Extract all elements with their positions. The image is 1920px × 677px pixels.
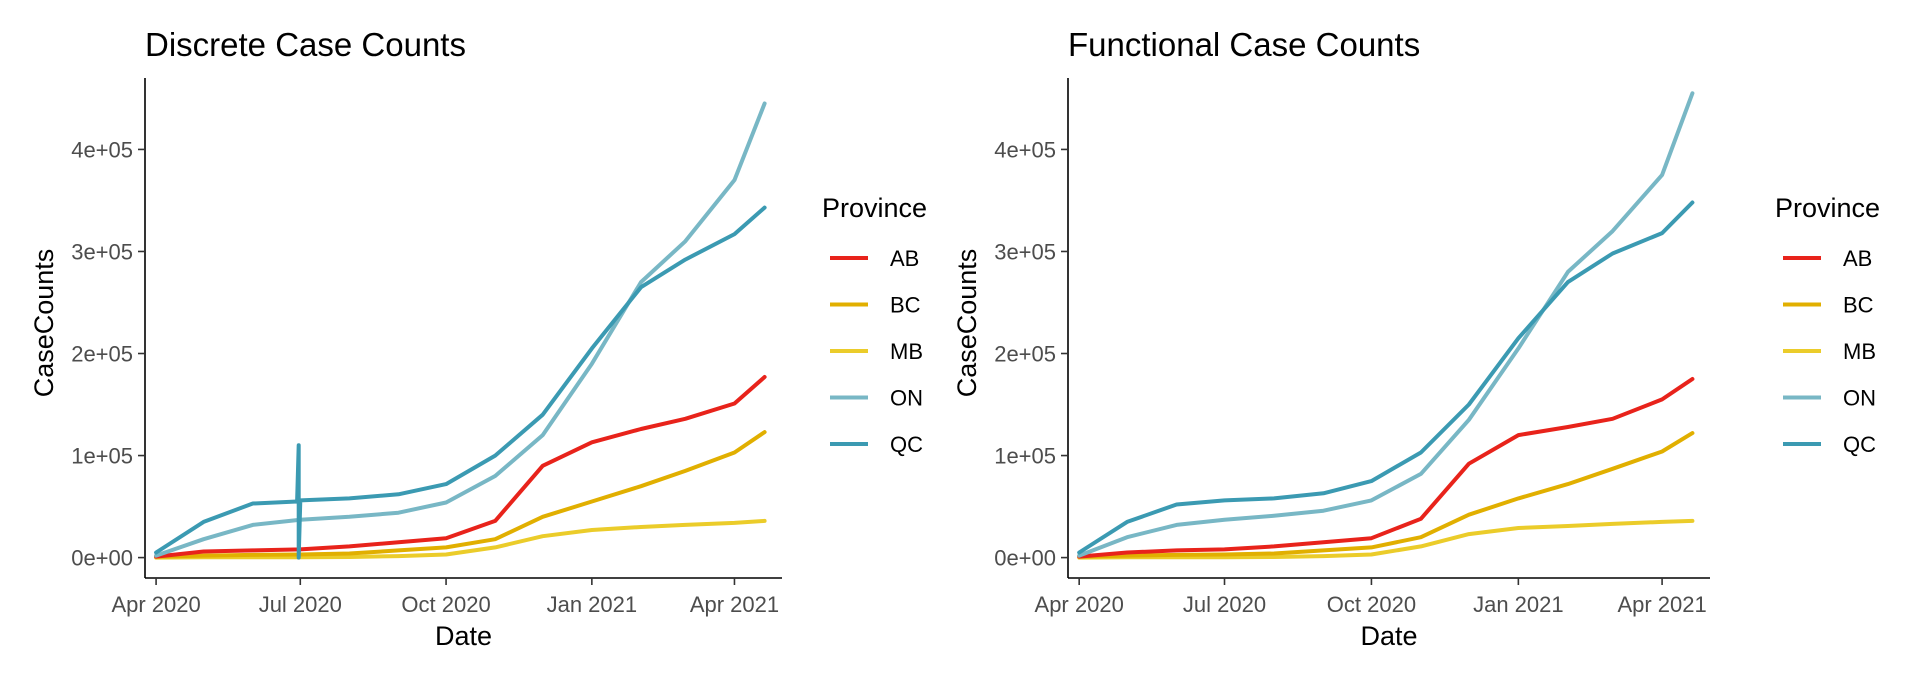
chart-2-y-tick-label: 4e+05: [994, 137, 1056, 162]
chart-2-legend-label-bc: BC: [1843, 293, 1874, 318]
chart-1-legend-label-qc: QC: [890, 432, 923, 457]
chart-2-series-mb-line: [1077, 518, 1695, 560]
chart-1-y-tick-label: 1e+05: [71, 444, 133, 469]
chart-1-legend-label-mb: MB: [890, 339, 923, 364]
chart-2-x-tick-label: Jan 2021: [1473, 592, 1564, 617]
chart-2-x-tick-label: Apr 2021: [1617, 592, 1706, 617]
chart-1-x-tick-label: Oct 2020: [401, 592, 490, 617]
chart-1-x-tick-label: Apr 2021: [690, 592, 779, 617]
chart-2-legend-label-on: ON: [1843, 386, 1876, 411]
chart-2: Functional Case Counts 0e+00 1e+05 2e+05 3e+…: [952, 26, 1880, 651]
chart-1-legend-label-on: ON: [890, 386, 923, 411]
chart-1-series-qc-line: [154, 205, 767, 560]
chart-2-x-tick-label: Apr 2020: [1035, 592, 1124, 617]
chart-1-series-on-line: [154, 101, 767, 558]
chart-1-x-tick-label: Apr 2020: [111, 592, 200, 617]
chart-1-x-tick-label: Jan 2021: [547, 592, 638, 617]
chart-2-series-bc-line: [1077, 431, 1695, 559]
chart-2-series-qc-line: [1077, 200, 1695, 555]
chart-1-x-tick-label: Jul 2020: [259, 592, 342, 617]
chart-1-y-tick-label: 3e+05: [71, 239, 133, 264]
chart-2-x-axis-title: Date: [1360, 621, 1417, 651]
chart-2-legend-label-mb: MB: [1843, 339, 1876, 364]
chart-1: Discrete Case Counts 0e+00 1e+05 2e+05 3e+05…: [29, 26, 927, 651]
chart-2-y-tick-label: 3e+05: [994, 239, 1056, 264]
chart-2-x-tick-label: Oct 2020: [1327, 592, 1416, 617]
chart-1-legend-label-ab: AB: [890, 246, 919, 271]
chart-1-legend-label-bc: BC: [890, 293, 921, 318]
chart-1-y-tick-label: 0e+00: [71, 546, 133, 571]
chart-1-series-mb-line: [154, 518, 767, 560]
chart-2-y-tick-label: 1e+05: [994, 444, 1056, 469]
chart-1-series-bc-line: [154, 430, 767, 559]
chart-1-series-ab-line: [154, 375, 767, 559]
chart-2-legend-label-qc: QC: [1843, 432, 1876, 457]
chart-2-series-ab-line: [1077, 377, 1695, 559]
chart-2-legend-label-ab: AB: [1843, 246, 1872, 271]
chart-1-legend-title: Province: [822, 193, 927, 223]
chart-1-x-axis-title: Date: [435, 621, 492, 651]
chart-2-y-tick-label: 2e+05: [994, 342, 1056, 367]
chart-2-title: Functional Case Counts: [1068, 26, 1420, 63]
chart-2-series-on-line: [1077, 91, 1695, 558]
chart-1-y-axis-title: CaseCounts: [29, 249, 59, 398]
chart-2-legend-title: Province: [1775, 193, 1880, 223]
chart-1-y-tick-label: 4e+05: [71, 137, 133, 162]
chart-1-title: Discrete Case Counts: [145, 26, 466, 63]
chart-1-y-tick-label: 2e+05: [71, 342, 133, 367]
chart-2-x-tick-label: Jul 2020: [1183, 592, 1266, 617]
chart-2-y-axis-title: CaseCounts: [952, 249, 982, 398]
chart-2-y-tick-label: 0e+00: [994, 546, 1056, 571]
